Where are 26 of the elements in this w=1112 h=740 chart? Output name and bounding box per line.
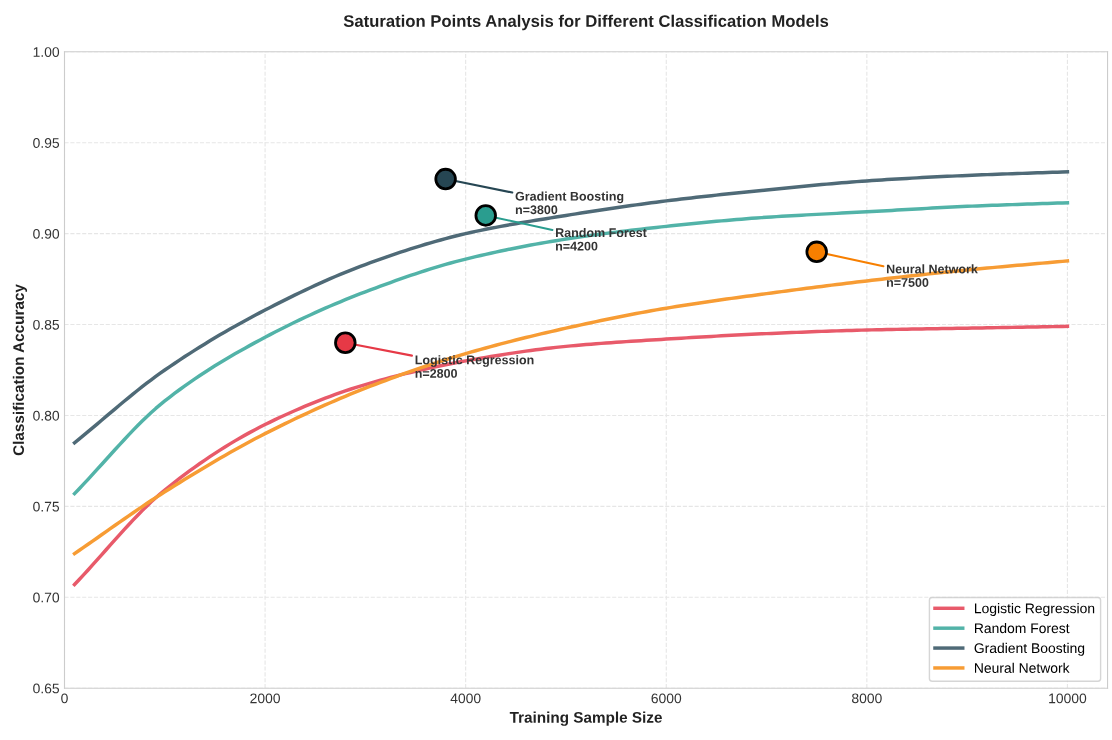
- y-tick-label: 0.65: [33, 683, 60, 694]
- point: [474, 204, 497, 227]
- x-tick-label: 8000: [852, 693, 882, 704]
- legend-label: Random Forest: [975, 622, 1070, 634]
- x-tick-label: 10000: [1049, 693, 1087, 704]
- y-tick-label: 0.75: [33, 501, 60, 512]
- y-tick-label: 0.95: [33, 138, 60, 148]
- annotation: Gradient Boosting n=3800: [515, 191, 624, 215]
- x-tick-label: 6000: [651, 693, 682, 704]
- y-tick-label: 0.70: [33, 592, 60, 603]
- y-tick-label: 1.00: [33, 47, 60, 57]
- x-axis-title: Training Sample Size: [509, 711, 662, 726]
- y-tick-label: 0.80: [33, 410, 60, 421]
- x-tick-label: 4000: [450, 693, 481, 704]
- y-axis-title: Classification Accuracy: [12, 284, 28, 456]
- point: [805, 240, 828, 264]
- point: [334, 331, 357, 354]
- y-tick-label: 0.85: [33, 319, 60, 330]
- legend-label: Logistic Regression: [975, 603, 1095, 617]
- chart-title: Saturation Points Analysis for Different Classification Models: [343, 14, 829, 31]
- point: [434, 167, 457, 191]
- legend-label: Neural Network: [975, 662, 1070, 673]
- y-tick-label: 0.90: [33, 228, 60, 239]
- legend-label: Gradient Boosting: [974, 642, 1085, 656]
- x-tick-label: 0: [61, 693, 68, 704]
- x-tick-label: 2000: [250, 693, 280, 704]
